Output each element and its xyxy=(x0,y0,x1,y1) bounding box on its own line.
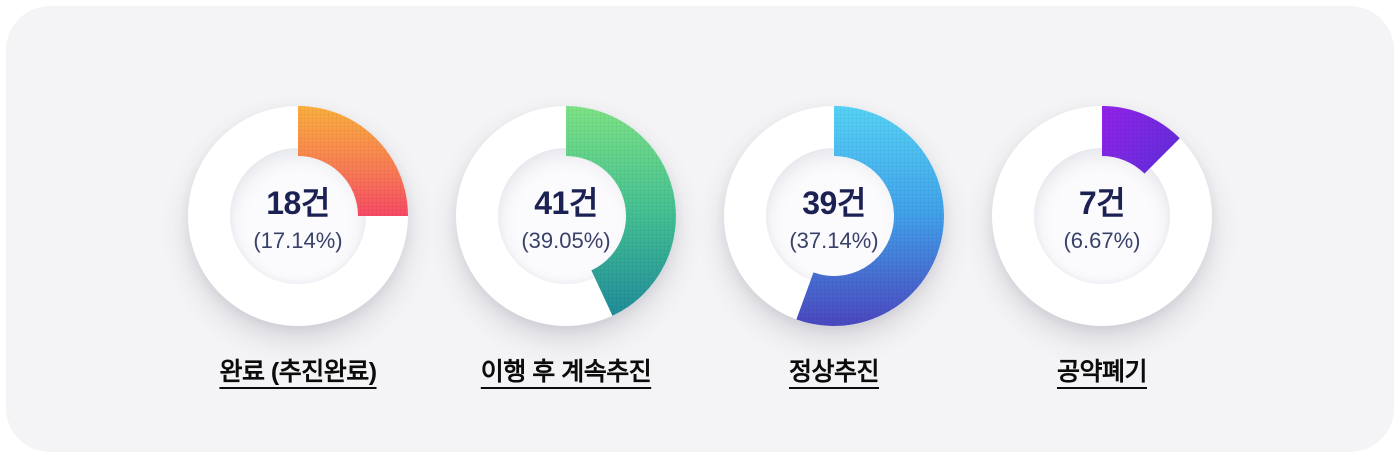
summary-card: 18건 (17.14%) 완료 (추진완료) 41건 (39.05%) 이행 후… xyxy=(6,6,1394,452)
donut-chart-ontrack: 39건 (37.14%) xyxy=(724,106,944,326)
donut-label-ontrack: 정상추진 xyxy=(788,358,880,386)
donut-group-discarded: 7건 (6.67%) 공약폐기 xyxy=(992,106,1212,388)
donut-arc-ontrack xyxy=(796,106,944,326)
donut-hole xyxy=(1034,148,1170,284)
donut-group-ontrack: 39건 (37.14%) 정상추진 xyxy=(724,106,944,388)
donut-chart-complete: 18건 (17.14%) xyxy=(188,106,408,326)
donut-label-discarded: 공약폐기 xyxy=(1056,358,1148,386)
donut-group-continuing: 41건 (39.05%) 이행 후 계속추진 xyxy=(456,106,676,388)
donut-label-continuing: 이행 후 계속추진 xyxy=(480,358,652,386)
donut-label-complete: 완료 (추진완료) xyxy=(219,358,377,386)
donut-arc-continuing xyxy=(566,106,676,316)
donut-group-complete: 18건 (17.14%) 완료 (추진완료) xyxy=(188,106,408,388)
donut-arc-complete xyxy=(298,106,408,216)
donut-arc-discarded xyxy=(1102,106,1180,174)
donut-chart-continuing: 41건 (39.05%) xyxy=(456,106,676,326)
donut-chart-discarded: 7건 (6.67%) xyxy=(992,106,1212,326)
